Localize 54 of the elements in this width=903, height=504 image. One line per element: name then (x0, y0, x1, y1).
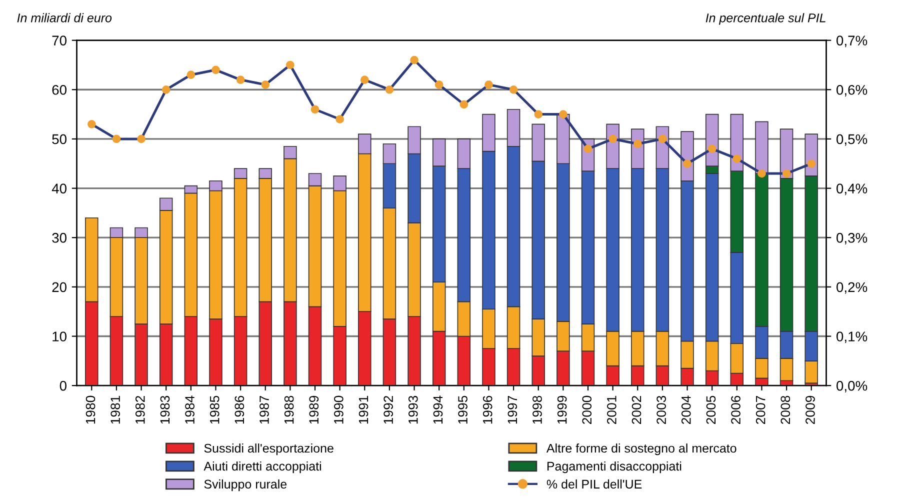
legend-label: Altre forme di sostegno al mercato (546, 443, 736, 456)
x-tick-label: 2005 (706, 396, 716, 424)
x-tick-label: 1992 (384, 396, 393, 424)
y2-tick-label: 0,6% (836, 84, 868, 96)
x-tick-label: 1991 (358, 396, 368, 424)
y-tick-label: 30 (52, 232, 66, 243)
x-tick-label: 2007 (756, 396, 766, 424)
y2-axis-title: In percentuale sul PIL (706, 13, 826, 25)
x-tick-label: 1983 (160, 396, 170, 424)
x-tick-label: 1980 (86, 396, 96, 424)
x-tick-label: 1982 (135, 396, 145, 424)
x-tick-label: 1996 (482, 396, 492, 424)
y2-tick-label: 0,5% (836, 134, 868, 146)
x-tick-label: 1999 (557, 396, 567, 424)
y-tick-label: 70 (52, 36, 66, 46)
y2-tick-label: 0,2% (836, 282, 868, 294)
legend-label: Sussidi all'esportazione (204, 443, 334, 456)
legend-label: Sviluppo rurale (204, 479, 287, 492)
legend-label: % del PIL dell'UE (546, 479, 642, 489)
y2-tick-label: 0,1% (836, 332, 868, 344)
x-tick-label: 1984 (185, 396, 194, 424)
x-tick-label: 2009 (806, 396, 815, 424)
y-tick-label: 10 (52, 332, 66, 342)
legend-label: Pagamenti disaccoppiati (547, 461, 682, 474)
y2-tick-label: 0,4% (836, 184, 868, 196)
x-tick-label: 1987 (260, 396, 269, 424)
x-tick-label: 1985 (210, 396, 220, 424)
x-tick-label: 2001 (607, 396, 616, 424)
x-tick-label: 1997 (508, 396, 518, 424)
x-tick-label: 2006 (731, 396, 740, 424)
x-tick-label: 1995 (458, 396, 468, 424)
legend-label: Aiuti diretti accoppiati (204, 461, 321, 474)
x-tick-label: 1998 (532, 396, 542, 424)
x-tick-label: 1988 (284, 396, 294, 424)
y2-tick-label: 0,0% (836, 380, 868, 392)
y-tick-label: 60 (52, 84, 66, 95)
y-tick-label: 20 (52, 282, 66, 292)
x-tick-label: 1993 (408, 396, 418, 424)
y2-tick-label: 0,3% (836, 232, 868, 244)
y-tick-label: 0 (60, 380, 66, 391)
x-tick-label: 1990 (334, 396, 344, 424)
y-tick-label: 40 (52, 184, 66, 194)
y-axis-title: In miliardi di euro (17, 13, 112, 22)
x-tick-label: 1989 (309, 396, 319, 424)
x-tick-label: 2000 (582, 396, 592, 424)
x-tick-label: 2004 (681, 396, 691, 424)
y2-tick-label: 0,7% (836, 36, 868, 48)
x-tick-label: 2002 (632, 396, 642, 424)
x-tick-label: 2008 (780, 396, 790, 424)
x-tick-label: 1981 (110, 396, 120, 424)
y-tick-label: 50 (52, 134, 66, 144)
x-tick-label: 1994 (433, 396, 443, 424)
x-tick-label: 1986 (234, 396, 244, 424)
x-tick-label: 2003 (656, 396, 666, 424)
